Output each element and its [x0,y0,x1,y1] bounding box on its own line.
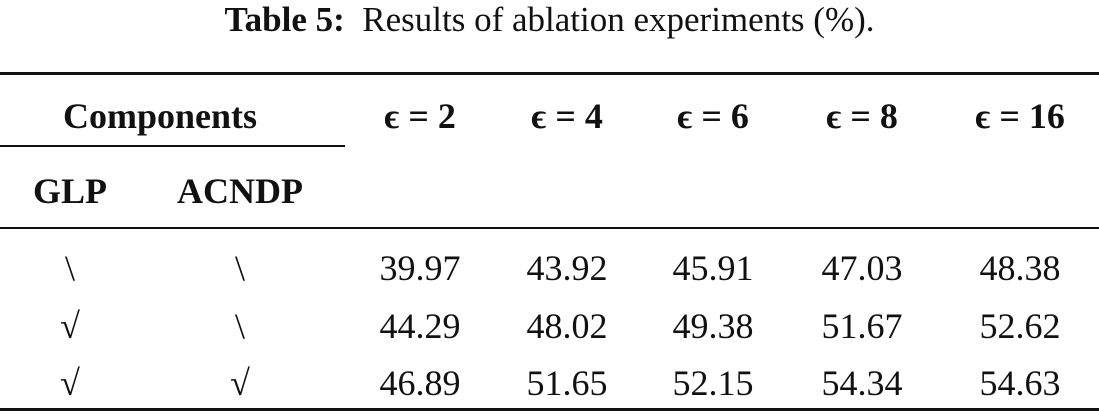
cell-value: 48.38 [979,248,1061,288]
cell-value: 43.92 [526,248,608,288]
cell-value: 48.02 [526,306,608,346]
column-header: ϵ = 8 [826,96,898,136]
group-rule [0,145,345,147]
column-header: ϵ = 16 [975,96,1065,136]
cell-value: 39.97 [379,248,461,288]
column-header: ϵ = 6 [677,96,749,136]
mid-rule [0,227,1099,229]
component-mark: \ [234,248,246,288]
cell-value: 54.34 [821,363,903,403]
sub-header: GLP [32,171,108,211]
group-header: Components [62,96,258,136]
cell-value: 45.91 [672,248,754,288]
component-mark: √ [60,306,80,346]
cell-value: 49.38 [672,306,754,346]
cell-value: 44.29 [379,306,461,346]
top-rule [0,72,1099,75]
component-mark: \ [64,248,76,288]
cell-value: 52.62 [979,306,1061,346]
caption-label: Table 5: [224,0,345,39]
component-mark: √ [60,363,80,403]
component-mark: √ [230,363,250,403]
cell-value: 46.89 [379,363,461,403]
caption-text: Results of ablation experiments (%). [362,0,875,39]
cell-value: 51.65 [526,363,608,403]
column-header: ϵ = 4 [531,96,603,136]
column-header: ϵ = 2 [384,96,456,136]
cell-value: 51.67 [821,306,903,346]
component-mark: \ [234,306,246,346]
cell-value: 52.15 [672,363,754,403]
caption: Table 5: Results of ablation experiments… [0,0,1099,40]
cell-value: 54.63 [979,363,1061,403]
sub-header: ACNDP [177,171,303,211]
cell-value: 47.03 [821,248,903,288]
bottom-rule [0,408,1099,411]
